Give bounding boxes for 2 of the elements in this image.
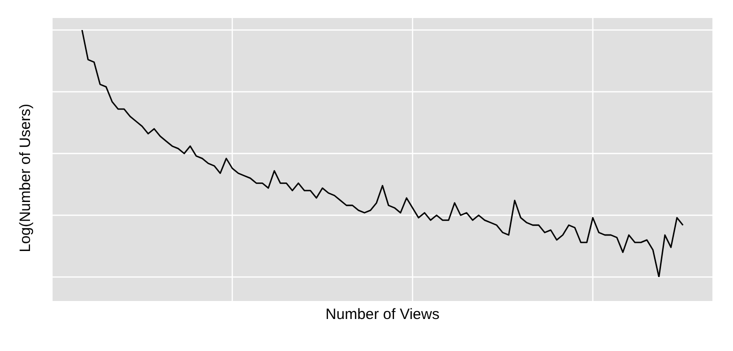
y-axis-title: Log(Number of Users): [17, 104, 34, 252]
x-axis-title: Number of Views: [326, 306, 440, 323]
